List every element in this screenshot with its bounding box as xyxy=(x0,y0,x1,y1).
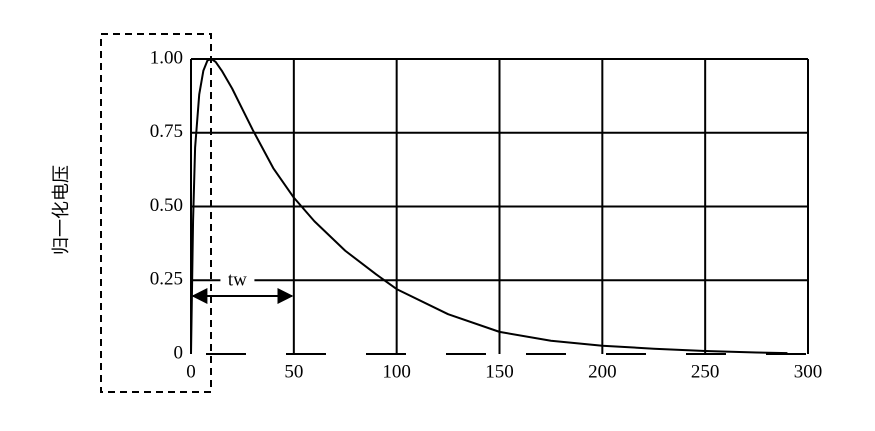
annotation-bg xyxy=(220,270,255,292)
y-axis-label: 归一化电压 xyxy=(51,165,72,255)
y-tick-label: 0.25 xyxy=(150,269,183,290)
x-tick-label: 150 xyxy=(485,361,514,382)
y-tick-label: 0 xyxy=(174,342,184,363)
x-tick-label: 0 xyxy=(186,361,196,382)
x-tick-label: 200 xyxy=(588,361,617,382)
y-tick-label: 0.50 xyxy=(150,195,183,216)
annotation: tw xyxy=(228,269,247,290)
x-tick-label: 50 xyxy=(284,361,303,382)
x-tick-label: 100 xyxy=(382,361,411,382)
front-box xyxy=(100,33,212,393)
x-tick-label: 300 xyxy=(794,361,823,382)
series-line xyxy=(190,58,788,355)
y-tick-label: 0.75 xyxy=(150,121,183,142)
y-tick-label: 1.00 xyxy=(150,47,183,68)
x-tick-label: 250 xyxy=(691,361,720,382)
